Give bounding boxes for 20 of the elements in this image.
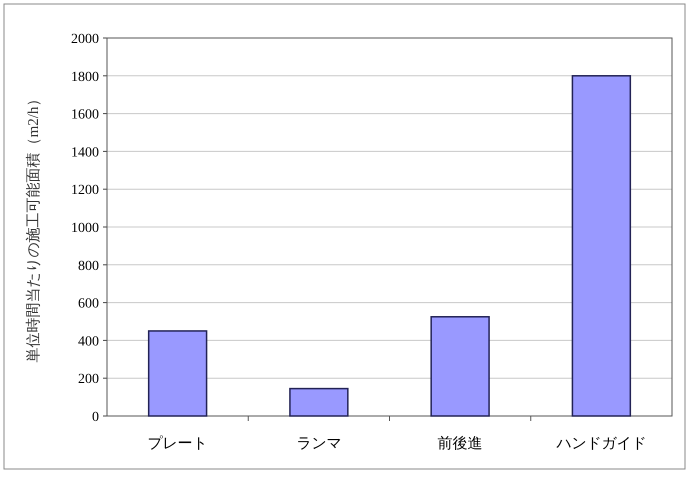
- bar: [430, 316, 490, 417]
- y-axis-title: 単位時間当たりの施工可能面積（m2/h）: [25, 92, 42, 362]
- y-tick-label: 1800: [71, 70, 99, 85]
- y-tick-label: 1600: [71, 108, 99, 123]
- y-tick-label: 400: [78, 334, 99, 350]
- x-tick-label: ハンドガイド: [555, 436, 646, 452]
- x-tick-label: プレート: [148, 435, 208, 452]
- y-tick-label: 600: [78, 296, 99, 312]
- bar: [572, 75, 632, 417]
- y-tick-label: 0: [92, 410, 99, 425]
- y-tick-label: 200: [78, 372, 99, 388]
- y-tick-label: 1200: [71, 183, 99, 198]
- bar: [289, 388, 349, 417]
- y-tick-label: 2000: [71, 32, 99, 47]
- bar: [148, 330, 208, 417]
- y-tick-label: 800: [78, 258, 99, 274]
- x-tick-label: ランマ: [296, 436, 342, 452]
- y-tick-label: 1000: [71, 221, 99, 236]
- y-tick-label: 1400: [71, 145, 99, 160]
- x-tick-label: 前後進: [438, 435, 483, 452]
